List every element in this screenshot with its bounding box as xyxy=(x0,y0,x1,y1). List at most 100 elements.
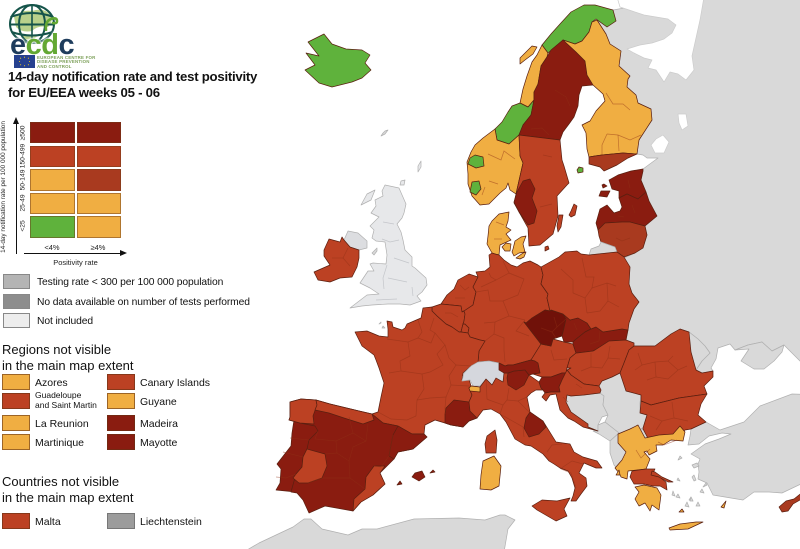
admin-line-gr-0 xyxy=(635,448,651,459)
region-jersey xyxy=(381,325,386,329)
admin-line-uk-3 xyxy=(387,277,408,283)
region-lesbos xyxy=(691,462,700,469)
region-gotland xyxy=(568,203,578,218)
admin-line-no-2 xyxy=(481,186,486,196)
region-aeg4 xyxy=(695,501,701,507)
eu-flag xyxy=(14,55,35,68)
admin-line-de-7 xyxy=(484,333,495,342)
region-aland xyxy=(576,166,584,174)
region-aeg5 xyxy=(676,477,681,482)
admin-line-se-1 xyxy=(542,154,553,158)
region-oland xyxy=(556,214,564,233)
matrix-cell-r3c1 xyxy=(76,192,121,215)
country-item-swatch xyxy=(2,513,30,529)
gray-legend-swatch-1 xyxy=(3,294,30,309)
admin-line-it-8 xyxy=(560,468,577,489)
region-iceland xyxy=(304,33,372,88)
admin-line-lv-0 xyxy=(631,204,636,214)
admin-line-fr-8 xyxy=(444,344,457,366)
admin-line-no-1 xyxy=(488,180,499,185)
country-item-swatch xyxy=(107,513,135,529)
ecdc-logo: ecdc EUROPEAN CENTRE FOR DISEASE PREVENT… xyxy=(8,3,168,68)
ecdc-snake-curl xyxy=(44,17,59,31)
admin-line-lt-0 xyxy=(615,237,631,242)
admin-line-hu-2 xyxy=(607,357,621,360)
matrix-y-axis-label: 14-day notification rate per 100 000 pop… xyxy=(0,121,7,253)
matrix-col-label-1: ≥4% xyxy=(90,243,106,252)
map-title: 14-day notification rate and test positi… xyxy=(8,69,257,101)
region-item-swatch xyxy=(107,393,135,409)
region-samos xyxy=(702,482,708,488)
admin-line-uk-0 xyxy=(381,238,400,243)
admin-line-de-6 xyxy=(493,321,506,363)
matrix-cell-r0c1 xyxy=(76,122,121,144)
region-naxos xyxy=(689,496,694,502)
matrix-cell-r3c0 xyxy=(30,192,75,215)
region-item-label: Guyane xyxy=(140,395,177,408)
matrix-cell-r0c0 xyxy=(30,122,75,144)
admin-line-fr-9 xyxy=(377,411,417,421)
region-gr-central xyxy=(629,468,668,491)
region-fi-south xyxy=(588,152,638,172)
admin-line-bg-1 xyxy=(673,417,689,422)
admin-line-it-0 xyxy=(485,378,490,401)
region-no-lofoten xyxy=(519,45,538,65)
region-ibiza xyxy=(396,480,403,486)
region-item-swatch xyxy=(2,393,30,409)
region-croatia xyxy=(541,369,602,432)
admin-line-de-1 xyxy=(508,272,525,296)
region-chios xyxy=(691,474,697,482)
region-bornholm xyxy=(544,245,550,252)
region-aeg2 xyxy=(699,488,705,494)
region-it-aosta xyxy=(468,385,481,393)
matrix-x-axis-arrow xyxy=(24,249,127,258)
admin-line-sk-0 xyxy=(589,330,601,345)
region-sardinia xyxy=(479,455,502,491)
admin-line-it-7 xyxy=(559,460,584,470)
country-item-label: Liechtenstein xyxy=(140,515,202,528)
admin-line-es-1 xyxy=(314,430,354,442)
region-montenegro xyxy=(592,421,620,442)
region-hiiumaa xyxy=(601,183,608,189)
region-euboea xyxy=(650,470,674,483)
region-es-north xyxy=(314,399,375,425)
admin-line-uk-2 xyxy=(393,257,410,264)
region-no-green-w2 xyxy=(469,180,482,196)
region-corsica xyxy=(484,429,498,454)
admin-line-se-0 xyxy=(554,89,571,107)
admin-line-es-3 xyxy=(324,452,338,455)
admin-line-it-5 xyxy=(499,413,525,438)
admin-line-fi-3 xyxy=(617,134,620,152)
region-item-swatch xyxy=(2,434,30,450)
region-isleman xyxy=(371,247,378,256)
region-item-label: Madeira xyxy=(140,417,178,430)
gray-legend-swatch-0 xyxy=(3,274,30,289)
admin-line-fi-2 xyxy=(601,133,608,155)
admin-line-es-6 xyxy=(373,434,394,468)
region-es-galicia xyxy=(288,398,318,425)
region-it-umbria xyxy=(523,411,547,438)
admin-line-cz-1 xyxy=(556,318,567,328)
region-fr-paca xyxy=(444,399,478,428)
admin-line-uk-4 xyxy=(375,298,398,301)
admin-line-se-2 xyxy=(539,203,553,208)
region-item-label: La Reunion xyxy=(35,417,89,430)
matrix-row-label-4: <25 xyxy=(19,220,27,232)
matrix-row-label-2: 50-149 xyxy=(19,169,27,191)
admin-line-ie-1 xyxy=(342,257,351,267)
region-uk-gb xyxy=(349,184,428,309)
admin-line-pl-0 xyxy=(581,257,595,289)
admin-line-uk-5 xyxy=(411,286,414,297)
region-onega xyxy=(677,113,689,131)
admin-line-se-3 xyxy=(530,127,550,136)
region-aeg3 xyxy=(678,508,685,513)
gray-legend-swatch-2 xyxy=(3,313,30,328)
admin-line-fr-4 xyxy=(415,373,425,417)
gray-legend-label-1: No data available on number of tests per… xyxy=(37,296,250,308)
admin-line-hr-1 xyxy=(562,396,569,403)
admin-line-lv-1 xyxy=(617,215,625,218)
region-item-label: Azores xyxy=(35,376,68,389)
region-item-swatch xyxy=(2,415,30,431)
region-dk-zealand xyxy=(511,235,527,257)
